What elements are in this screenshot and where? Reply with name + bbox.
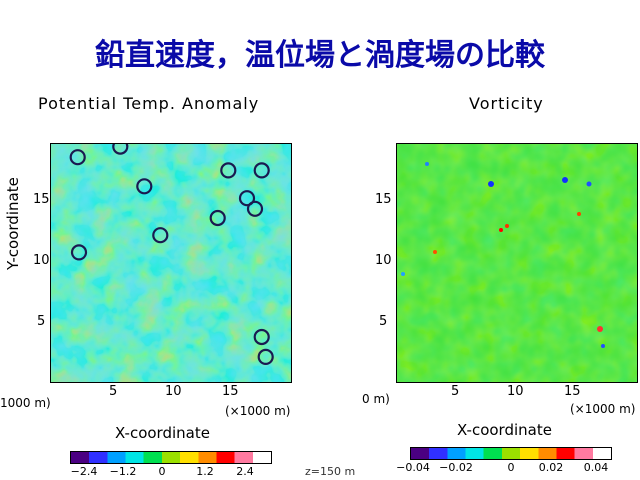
updraft-circle-11: [253, 328, 270, 346]
left-ytick-10: 10: [33, 253, 50, 268]
right-xtick-5: 5: [451, 384, 460, 399]
right-ytick-5: 5: [379, 314, 388, 329]
potential-temp-heatmap: [50, 143, 292, 383]
right-xtick-10: 10: [507, 384, 524, 399]
right-colorbar: [410, 447, 612, 460]
right-cbar-tick-1: −0.04: [396, 461, 430, 474]
updraft-circle-4: [220, 162, 237, 179]
updraft-circle-12: [257, 348, 274, 365]
right-chart-title: Vorticity: [469, 94, 544, 113]
right-unit-fragment: 0 m): [362, 392, 390, 406]
left-xtick-15: 15: [222, 384, 239, 399]
z-level-label: z=150 m: [305, 465, 356, 478]
updraft-circle-10: [70, 244, 88, 261]
left-ytick-5: 5: [37, 314, 46, 329]
left-y-axis-label: Y-coordinate: [4, 177, 22, 270]
updraft-circle-6: [238, 190, 256, 207]
right-cbar-tick-5: 0.04: [583, 461, 609, 474]
updraft-circle-2: [112, 144, 129, 155]
updraft-circle-3: [136, 178, 153, 195]
right-ytick-10: 10: [375, 253, 392, 268]
left-xtick-5: 5: [109, 384, 118, 399]
right-cbar-tick-3: 0: [507, 461, 515, 474]
updraft-circle-7: [246, 200, 264, 217]
right-x-axis-label: X-coordinate: [457, 421, 552, 439]
updraft-circle-8: [209, 209, 226, 227]
left-cbar-tick-5: 2.4: [236, 465, 254, 478]
vorticity-spots: [401, 162, 605, 348]
left-cbar-tick-3: 0: [158, 465, 166, 478]
updraft-circle-9: [152, 227, 169, 244]
right-cbar-tick-2: −0.02: [439, 461, 473, 474]
right-cbar-tick-4: 0.02: [538, 461, 564, 474]
left-cbar-tick-2: −1.2: [109, 465, 137, 478]
left-unit-fragment: 1000 m): [0, 396, 51, 410]
left-cbar-tick-4: 1.2: [196, 465, 214, 478]
right-ytick-15: 15: [375, 192, 392, 207]
updraft-circle-5: [253, 162, 270, 179]
left-xtick-10: 10: [165, 384, 182, 399]
page-title: 鉛直速度，温位場と渦度場の比較: [95, 38, 545, 73]
left-cbar-tick-1: −2.4: [70, 465, 98, 478]
left-chart-title: Potential Temp. Anomaly: [38, 94, 260, 113]
right-xtick-15: 15: [564, 384, 581, 399]
left-x-axis-label: X-coordinate: [115, 424, 210, 442]
left-colorbar: [70, 451, 272, 464]
left-ytick-15: 15: [33, 192, 50, 207]
vorticity-heatmap: [396, 143, 638, 383]
left-x-unit: (×1000 m): [225, 404, 291, 418]
updraft-circle-1: [69, 149, 86, 166]
right-x-unit: (×1000 m): [570, 402, 636, 416]
